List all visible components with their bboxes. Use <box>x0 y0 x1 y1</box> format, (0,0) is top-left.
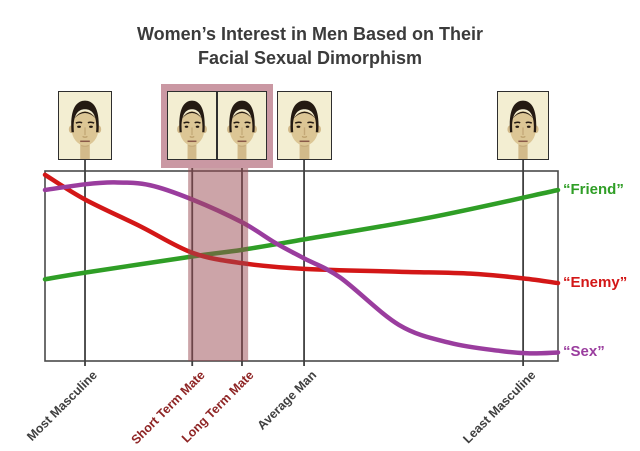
sex-curve <box>42 180 561 356</box>
plot-border <box>44 170 559 362</box>
face-box-least-masculine <box>497 91 550 160</box>
male-face-icon <box>277 92 331 159</box>
face-box-long-term-mate <box>216 91 267 160</box>
sex-curve-label: “Sex” <box>563 343 605 361</box>
male-face-icon <box>498 92 549 159</box>
friend-curve-label: “Friend” <box>563 181 624 198</box>
enemy-curve <box>42 172 561 286</box>
male-face-icon <box>217 92 266 159</box>
chart-title-line1: Women’s Interest in Men Based on Their <box>136 24 484 44</box>
highlight-band <box>188 168 249 361</box>
chart-title: Women’s Interest in Men Based on Their F… <box>0 22 620 70</box>
chart-title-line2: Facial Sexual Dimorphism <box>197 48 423 68</box>
male-face-icon <box>168 92 217 159</box>
enemy-curve-label: “Enemy” <box>563 274 628 292</box>
face-box-most-masculine <box>58 91 112 160</box>
face-box-short-term-mate <box>167 91 218 160</box>
friend-curve <box>42 187 561 282</box>
face-box-average-man <box>276 91 332 160</box>
male-face-icon <box>59 92 111 159</box>
